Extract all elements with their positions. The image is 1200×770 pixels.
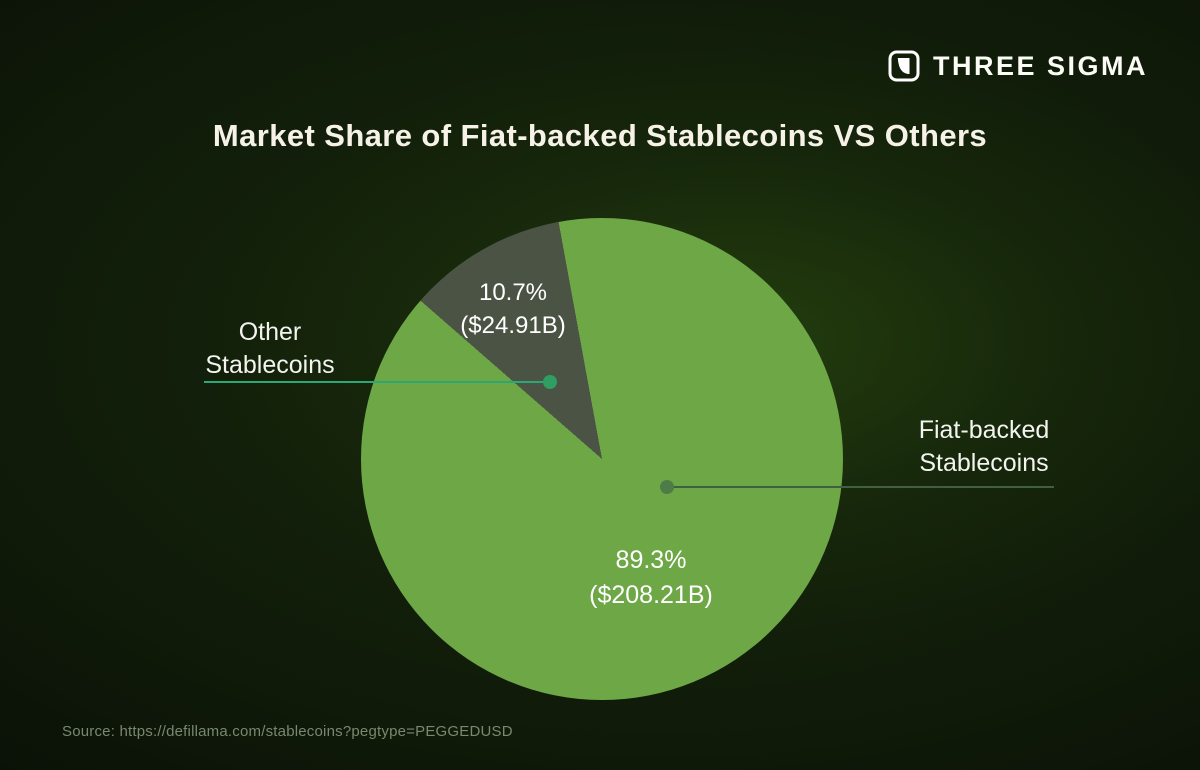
chart-title: Market Share of Fiat-backed Stablecoins … xyxy=(212,118,988,153)
callout-label-fiat: Fiat-backed Stablecoins xyxy=(918,416,1050,477)
fiat-percent-value: 89.3% xyxy=(615,546,687,574)
brand-name: THREE SIGMA xyxy=(932,50,1148,81)
brand-logo: THREE SIGMA xyxy=(888,50,1148,82)
slice-label-fiat: 89.3% ($208.21B) xyxy=(546,543,756,612)
other-percent-value: 10.7% xyxy=(478,279,548,306)
pie-chart xyxy=(361,218,843,700)
callout-line-fiat xyxy=(667,486,1054,488)
source-attribution: Source: https://defillama.com/stablecoin… xyxy=(62,723,513,740)
other-dollar-value: ($24.91B) xyxy=(460,312,566,340)
slice-label-other: 10.7% ($24.91B) xyxy=(428,276,598,342)
callout-label-other: Other Stablecoins xyxy=(205,318,335,379)
fiat-dollar-value: ($208.21B) xyxy=(589,580,713,609)
callout-line-other xyxy=(204,381,550,383)
callout-dot-fiat xyxy=(660,480,674,494)
callout-dot-other xyxy=(543,375,557,389)
three-sigma-logo-icon xyxy=(888,50,920,82)
